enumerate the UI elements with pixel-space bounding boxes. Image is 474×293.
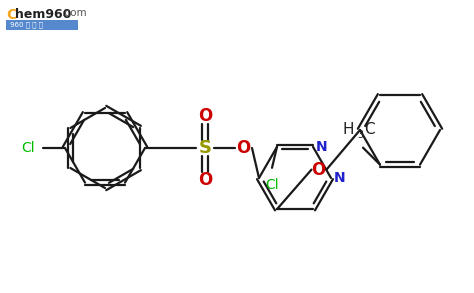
Text: C: C (364, 122, 374, 137)
Text: H: H (343, 122, 354, 137)
Text: Cl: Cl (21, 141, 35, 155)
Text: N: N (316, 140, 328, 154)
Text: S: S (199, 139, 211, 157)
Text: Cl: Cl (265, 178, 279, 192)
Text: O: O (311, 161, 326, 179)
Text: N: N (334, 171, 346, 185)
Text: 3: 3 (357, 130, 363, 140)
Text: O: O (236, 139, 250, 157)
Text: O: O (198, 107, 212, 125)
FancyBboxPatch shape (6, 20, 78, 30)
Text: 960 化 工 网: 960 化 工 网 (10, 21, 43, 28)
Text: C: C (6, 8, 16, 22)
Text: .com: .com (62, 8, 88, 18)
Text: hem960: hem960 (15, 8, 72, 21)
Text: O: O (198, 171, 212, 189)
